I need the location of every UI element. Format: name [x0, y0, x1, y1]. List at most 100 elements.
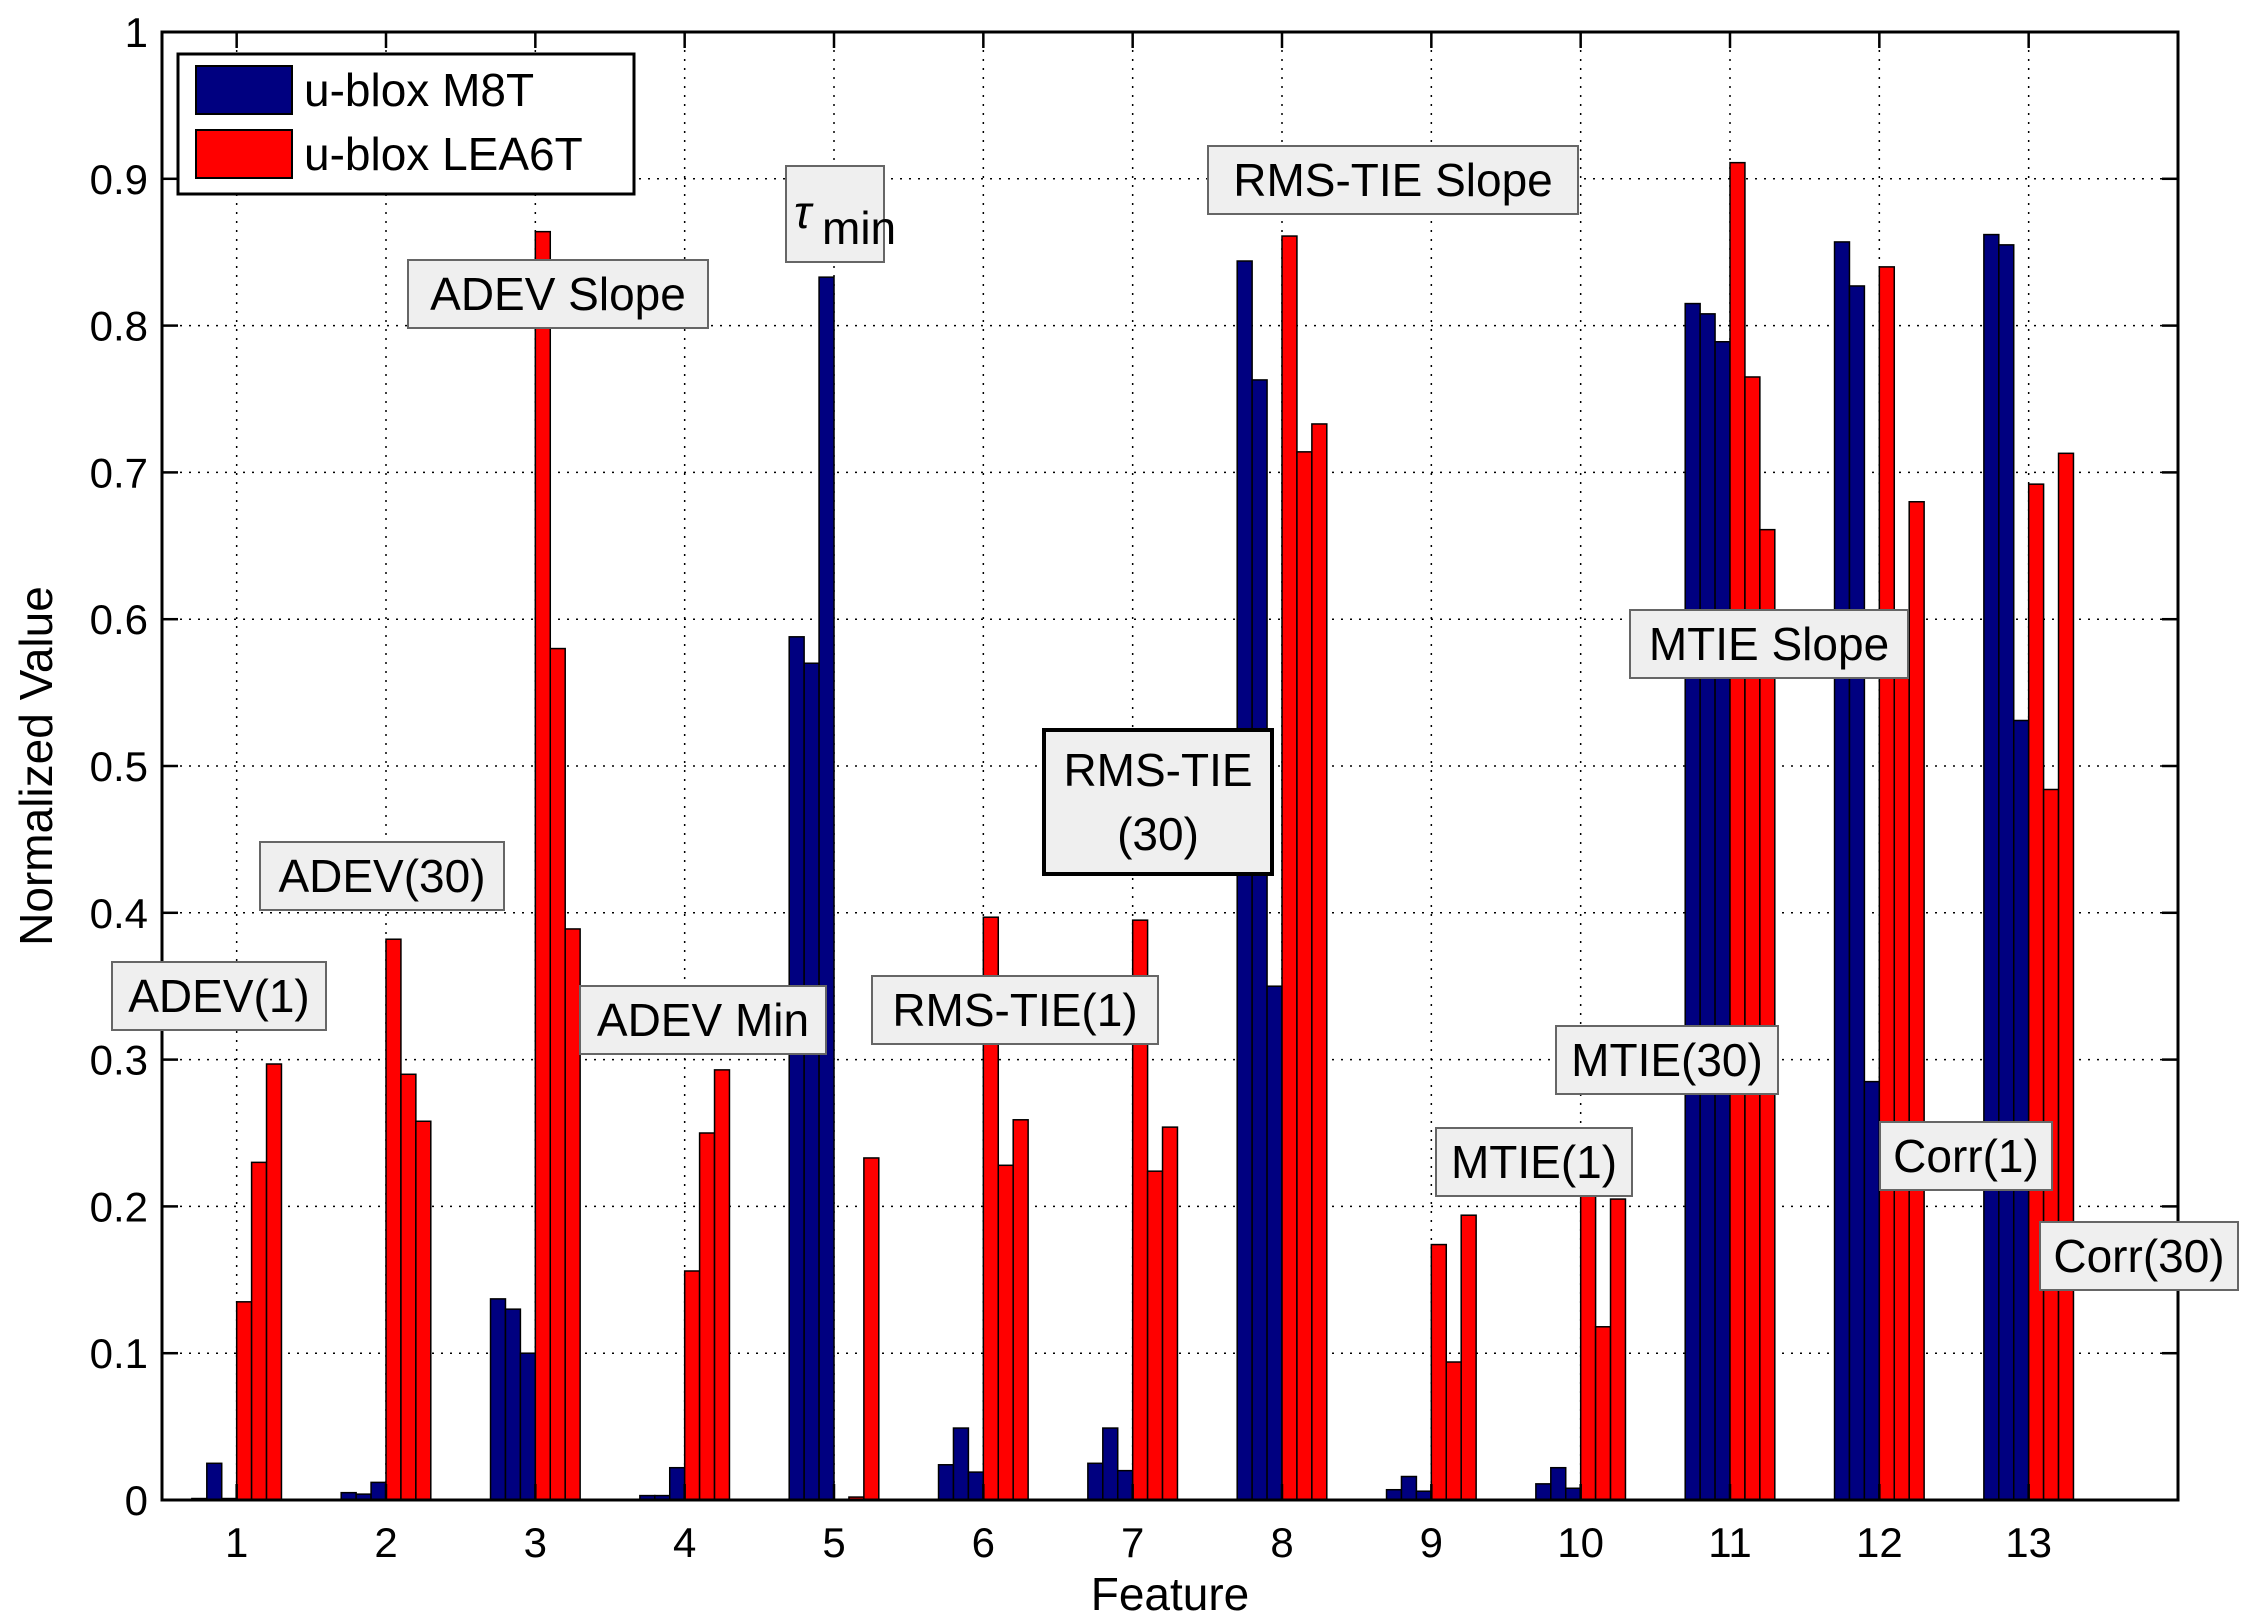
bar-m8t	[2012, 719, 2030, 1501]
annotation-subscript: min	[822, 202, 896, 254]
bar-m8t	[1266, 985, 1283, 1501]
bar-m8t	[937, 1464, 955, 1501]
bar-lea6t	[1893, 618, 1910, 1501]
bar-lea6t	[534, 230, 552, 1501]
legend-label-m8t: u-blox M8T	[304, 64, 534, 116]
bar-lea6t	[1012, 1119, 1029, 1501]
bar-lea6t	[1161, 1126, 1179, 1501]
bar-lea6t	[698, 1132, 716, 1501]
bar-lea6t	[400, 1073, 417, 1501]
bar-lea6t	[1744, 376, 1761, 1501]
annotation-background	[1207, 145, 1579, 215]
bar-m8t	[668, 1466, 686, 1501]
bar-lea6t	[997, 1164, 1014, 1501]
annotation-box: ADEV(1)	[111, 961, 327, 1031]
bar-m8t	[1684, 302, 1701, 1501]
bar-m8t	[1699, 313, 1716, 1501]
y-tick-label: 1	[125, 9, 148, 56]
bar-lea6t	[1729, 161, 1746, 1501]
bar-m8t	[1564, 1487, 1582, 1501]
y-tick-label: 0.6	[90, 596, 148, 643]
annotation-background	[579, 985, 827, 1055]
annotation-label: MTIE Slope	[1649, 618, 1889, 670]
annotation-background	[407, 259, 709, 329]
bar-m8t	[1998, 244, 2015, 1501]
bar-lea6t	[415, 1120, 432, 1501]
bar-m8t	[1400, 1475, 1418, 1501]
y-tick-label: 0.5	[90, 743, 148, 790]
x-tick-label: 6	[972, 1519, 995, 1566]
annotation-box: Corr(1)	[1879, 1121, 2053, 1191]
legend-swatch-m8t	[195, 65, 293, 115]
bar-lea6t	[1311, 423, 1328, 1501]
bar-m8t	[1385, 1488, 1403, 1501]
annotation-label: ADEV(1)	[128, 970, 309, 1022]
annotations: ADEV(1) ADEV(30) ADEV Slope ADEV Min τ min RMS…	[111, 145, 2239, 1291]
annotation-background	[1042, 728, 1274, 876]
bar-lea6t	[385, 938, 402, 1501]
x-tick-label: 5	[822, 1519, 845, 1566]
bar-m8t	[818, 276, 835, 1501]
axis-ticks: 00.10.20.30.40.50.60.70.80.911 2 3 4 5 6 7 8 9 10…	[90, 9, 2178, 1566]
x-tick-label: 7	[1121, 1519, 1144, 1566]
x-tick-label: 13	[2005, 1519, 2052, 1566]
bar-m8t	[206, 1462, 223, 1501]
annotation-box: RMS-TIE Slope	[1207, 145, 1579, 215]
annotation-label: τ	[794, 186, 814, 238]
annotation-label-line2: (30)	[1117, 808, 1199, 860]
y-tick-label: 0	[125, 1477, 148, 1524]
bar-m8t	[1535, 1483, 1552, 1501]
annotation-label: ADEV(30)	[278, 850, 485, 902]
annotation-background	[1435, 1127, 1633, 1197]
bar-m8t	[519, 1352, 537, 1501]
bar-lea6t	[1296, 451, 1313, 1501]
bar-lea6t	[1146, 1170, 1164, 1501]
bar-m8t	[1848, 285, 1866, 1501]
annotation-label: RMS-TIE(1)	[892, 984, 1137, 1036]
bar-m8t	[504, 1308, 522, 1501]
legend: u-blox M8T u-blox LEA6T	[176, 52, 636, 196]
bar-m8t	[803, 662, 820, 1501]
annotation-background	[785, 165, 885, 263]
bar-m8t	[489, 1298, 507, 1501]
y-tick-label: 0.1	[90, 1330, 148, 1377]
x-tick-label: 1	[225, 1519, 248, 1566]
annotation-background	[1629, 609, 1909, 679]
bar-lea6t	[235, 1301, 253, 1501]
bar-lea6t	[1460, 1214, 1477, 1501]
annotation-label: Corr(1)	[1893, 1130, 2039, 1182]
bar-m8t	[1236, 260, 1253, 1501]
bar-lea6t	[2057, 452, 2075, 1501]
bar-lea6t	[683, 1270, 701, 1501]
annotation-label: MTIE(1)	[1451, 1136, 1617, 1188]
annotation-box: RMS-TIE(1)	[871, 975, 1159, 1045]
bar-lea6t	[1609, 1198, 1627, 1501]
annotation-box: ADEV(30)	[259, 841, 505, 911]
bar-lea6t	[1579, 1148, 1597, 1501]
bar-lea6t	[1594, 1326, 1612, 1501]
x-tick-label: 11	[1708, 1519, 1752, 1566]
bar-lea6t	[250, 1161, 268, 1501]
bar-m8t	[952, 1427, 970, 1501]
annotation-box: RMS-TIE (30)	[1042, 728, 1274, 876]
y-tick-label: 0.3	[90, 1037, 148, 1084]
bar-lea6t	[549, 647, 566, 1501]
annotation-background	[111, 961, 327, 1031]
annotation-label: Corr(30)	[2053, 1230, 2224, 1282]
annotation-background	[259, 841, 505, 911]
bar-m8t	[1714, 340, 1731, 1501]
y-tick-label: 0.4	[90, 890, 148, 937]
x-tick-label: 3	[524, 1519, 547, 1566]
bar-lea6t	[1878, 266, 1896, 1501]
annotation-label: ADEV Min	[597, 994, 809, 1046]
annotation-box: ADEV Slope	[407, 259, 709, 329]
bar-lea6t	[1281, 235, 1298, 1501]
annotation-box: ADEV Min	[579, 985, 827, 1055]
x-tick-label: 4	[673, 1519, 696, 1566]
bar-m8t	[1550, 1466, 1567, 1501]
y-tick-label: 0.9	[90, 156, 148, 203]
bar-lea6t	[713, 1069, 731, 1501]
bar-m8t	[1833, 241, 1851, 1501]
annotation-background	[871, 975, 1159, 1045]
bar-m8t	[1087, 1462, 1104, 1501]
